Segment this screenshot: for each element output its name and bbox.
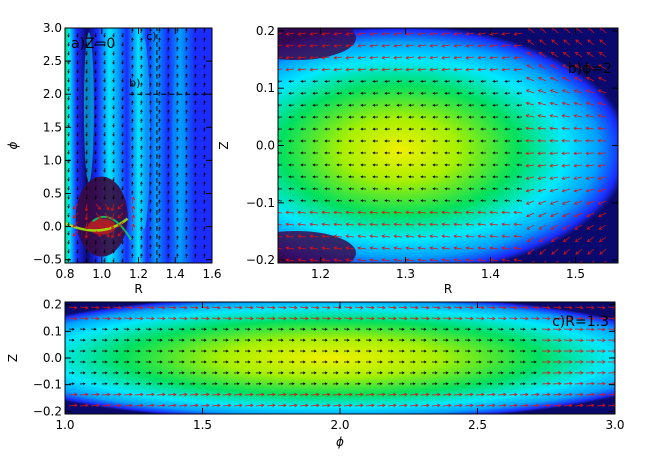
- y-tick-label: −0.2: [33, 404, 62, 418]
- y-tick-label: 2.5: [43, 54, 62, 68]
- panel-label: a)Z=0: [71, 36, 115, 52]
- y-tick-label: 3.0: [43, 21, 62, 35]
- x-tick-label: 0.8: [55, 267, 74, 281]
- panel-a-vectors: [67, 28, 206, 263]
- y-axis-label: Z: [217, 141, 231, 149]
- panel-a-cut-lines: [129, 28, 212, 263]
- y-tick-label: 0.1: [43, 324, 62, 338]
- x-tick-label: 1.4: [166, 267, 185, 281]
- y-tick-label: 0.2: [43, 298, 62, 312]
- panel-c-axes: 1.0 1.5 2.0 2.5 3.0 −0.2 −0.1 0.0 0.1 0.2 ϕ Zc)R=1.…: [6, 298, 625, 449]
- x-axis-label: R: [134, 282, 142, 296]
- y-tick-label: −0.1: [33, 378, 62, 392]
- y-tick-label: 1.5: [43, 120, 62, 134]
- panel-label: c)R=1.3: [552, 314, 609, 330]
- y-axis-label: ϕ: [6, 141, 20, 149]
- x-tick-label: 1.0: [55, 418, 74, 432]
- x-tick-label: 3.0: [605, 418, 624, 432]
- x-tick-label: 2.0: [330, 418, 349, 432]
- y-tick-label: −0.5: [33, 253, 62, 267]
- panel-a-axes: 0.8 1.0 1.2 1.4 1.6 −0.5 0.0 0.5 1.0 1.5 2.0 2.5 3.0…: [6, 21, 222, 296]
- x-tick-label: 1.6: [202, 267, 221, 281]
- x-axis-label: ϕ: [336, 435, 344, 449]
- y-tick-label: −0.1: [246, 196, 275, 210]
- y-tick-label: 2.0: [43, 87, 62, 101]
- cut-annotation: c): [146, 30, 156, 43]
- y-tick-label: −0.2: [246, 253, 275, 267]
- y-tick-label: 0.2: [256, 24, 275, 38]
- y-tick-label: 0.5: [43, 186, 62, 200]
- x-tick-label: 1.3: [396, 267, 415, 281]
- panel-b-field: [278, 28, 618, 263]
- y-tick-label: 0.0: [256, 139, 275, 153]
- x-axis-label: R: [444, 282, 452, 296]
- panel-c-vectors: [68, 305, 615, 408]
- x-tick-label: 1.2: [311, 267, 330, 281]
- y-axis-label: Z: [6, 354, 20, 362]
- x-tick-label: 1.2: [129, 267, 148, 281]
- x-tick-label: 1.4: [481, 267, 500, 281]
- panel-b-axes: 1.2 1.3 1.4 1.5 −0.2 −0.1 0.0 0.1 0.2 R Zb)ϕ=2: [217, 24, 619, 296]
- y-tick-label: 0.1: [256, 81, 275, 95]
- x-tick-label: 1.5: [566, 267, 585, 281]
- y-tick-label: 1.0: [43, 153, 62, 167]
- y-tick-label: 0.0: [43, 351, 62, 365]
- cut-annotation: b): [129, 76, 140, 89]
- x-tick-label: 2.5: [468, 418, 487, 432]
- panel-label: b)ϕ=2: [568, 61, 612, 77]
- x-tick-label: 1.0: [92, 267, 111, 281]
- y-tick-label: 0.0: [43, 220, 62, 234]
- x-tick-label: 1.5: [193, 418, 212, 432]
